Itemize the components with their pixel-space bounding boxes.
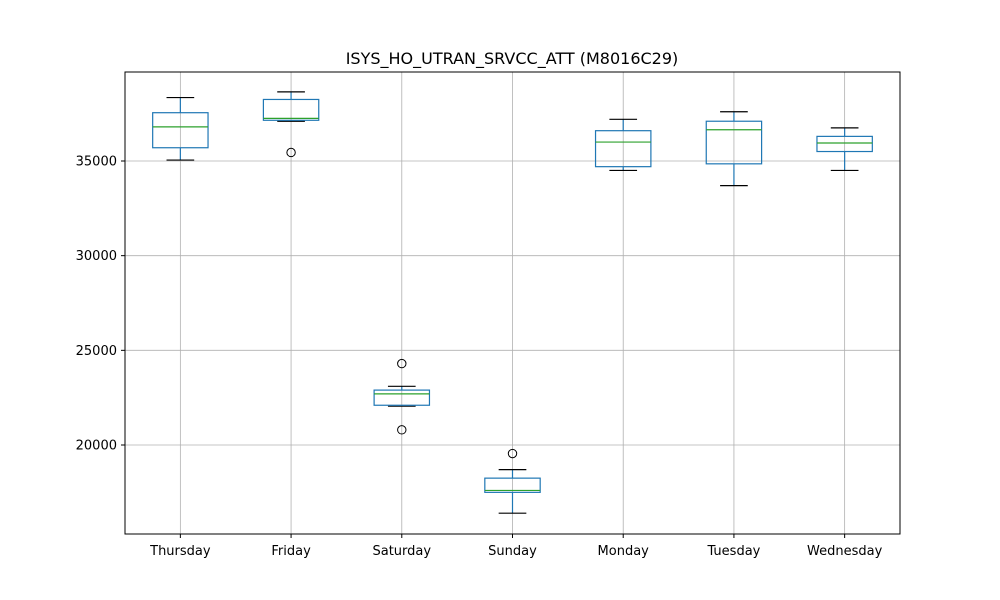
y-tick-label: 30000 (76, 249, 117, 264)
box-group (152, 96, 209, 161)
x-tick-label: Saturday (372, 544, 431, 559)
y-tick-label: 35000 (76, 154, 117, 169)
iqr-box (816, 135, 873, 153)
x-tick-label: Tuesday (706, 544, 760, 559)
iqr-box (594, 130, 652, 168)
chart-title: ISYS_HO_UTRAN_SRVCC_ATT (M8016C29) (346, 49, 679, 69)
iqr-box (705, 120, 763, 165)
outlier-point (507, 448, 518, 459)
box-group (594, 118, 652, 172)
grid-layer (125, 72, 900, 534)
iqr-box (484, 477, 541, 493)
outlier-point (286, 147, 296, 158)
box-group (484, 448, 541, 514)
box-group (373, 358, 431, 435)
box-layer (152, 91, 873, 514)
y-tick-label: 25000 (76, 344, 117, 359)
iqr-box (373, 389, 431, 406)
axis-layer: Thursday Friday Saturday Sunday Monday Tuesda… (76, 154, 883, 559)
plot-frame (124, 71, 901, 535)
y-tick-label: 20000 (76, 439, 117, 454)
x-tick-label: Wednesday (807, 544, 883, 559)
box-group (705, 111, 763, 187)
outlier-point (397, 425, 407, 435)
box-group (816, 127, 873, 172)
x-tick-label: Sunday (488, 544, 537, 559)
outlier-point (397, 358, 407, 369)
box-group (262, 91, 320, 158)
iqr-box (262, 98, 320, 121)
x-tick-label: Thursday (149, 544, 211, 559)
x-tick-label: Friday (271, 544, 311, 559)
x-tick-label: Monday (598, 544, 650, 559)
iqr-box (152, 112, 209, 149)
